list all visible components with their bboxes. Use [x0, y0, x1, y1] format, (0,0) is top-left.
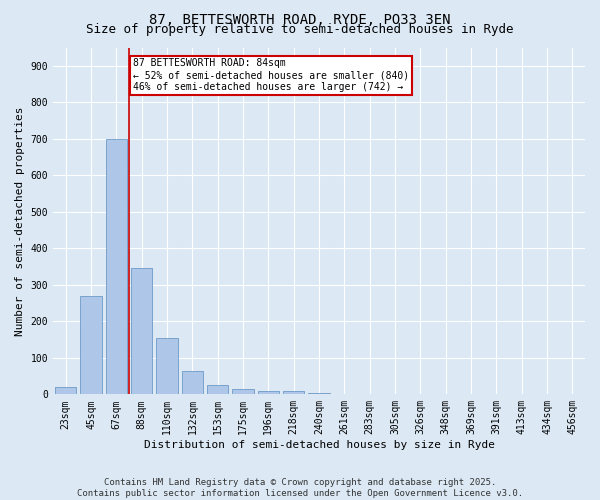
- Bar: [207, 385, 229, 394]
- Bar: [283, 390, 304, 394]
- Bar: [55, 387, 76, 394]
- Bar: [131, 268, 152, 394]
- Bar: [308, 392, 330, 394]
- Bar: [182, 370, 203, 394]
- Text: Size of property relative to semi-detached houses in Ryde: Size of property relative to semi-detach…: [86, 22, 514, 36]
- Text: 87, BETTESWORTH ROAD, RYDE, PO33 3EN: 87, BETTESWORTH ROAD, RYDE, PO33 3EN: [149, 12, 451, 26]
- Y-axis label: Number of semi-detached properties: Number of semi-detached properties: [15, 106, 25, 336]
- Bar: [80, 296, 102, 394]
- Bar: [257, 390, 279, 394]
- Text: 87 BETTESWORTH ROAD: 84sqm
← 52% of semi-detached houses are smaller (840)
46% o: 87 BETTESWORTH ROAD: 84sqm ← 52% of semi…: [133, 58, 409, 92]
- Bar: [232, 389, 254, 394]
- Bar: [156, 338, 178, 394]
- Text: Contains HM Land Registry data © Crown copyright and database right 2025.
Contai: Contains HM Land Registry data © Crown c…: [77, 478, 523, 498]
- X-axis label: Distribution of semi-detached houses by size in Ryde: Distribution of semi-detached houses by …: [143, 440, 494, 450]
- Bar: [106, 139, 127, 394]
